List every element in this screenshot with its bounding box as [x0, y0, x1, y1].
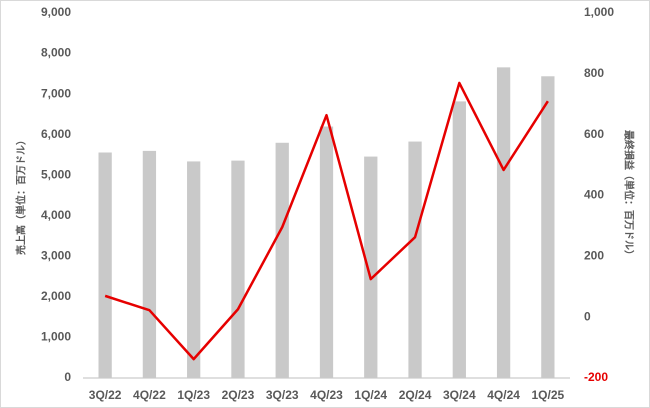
y2-tick-label: 800 — [584, 66, 604, 80]
y-tick-label: 5,000 — [41, 167, 71, 181]
x-tick-label: 1Q/23 — [177, 388, 210, 402]
y2-axis-title: 最終損益（単位：百万ドル） — [622, 130, 635, 260]
bar — [408, 141, 422, 378]
x-tick-label: 4Q/24 — [487, 388, 520, 402]
y-tick-label: 7,000 — [41, 86, 71, 100]
bar — [231, 160, 245, 378]
bar — [541, 76, 555, 379]
x-tick-label: 2Q/23 — [222, 388, 255, 402]
x-tick-label: 3Q/24 — [443, 388, 476, 402]
y-tick-label: 3,000 — [41, 249, 71, 263]
y-tick-label: 2,000 — [41, 289, 71, 303]
x-tick-label: 4Q/22 — [133, 388, 166, 402]
y2-tick-label: 600 — [584, 127, 604, 141]
y2-tick-label: 0 — [584, 309, 591, 323]
y2-tick-label: 400 — [584, 188, 604, 202]
bar — [142, 150, 157, 378]
y-tick-label: 0 — [64, 370, 71, 384]
y-tick-label: 8,000 — [41, 46, 71, 60]
y-axis-title: 売上高（単位：百万ドル） — [15, 135, 28, 255]
y2-tick-label: 200 — [584, 249, 604, 263]
bar — [496, 67, 511, 378]
bar — [452, 101, 466, 379]
y2-tick-label: 1,000 — [584, 5, 614, 19]
y-tick-label: 1,000 — [41, 330, 71, 344]
x-tick-label: 3Q/23 — [266, 388, 299, 402]
x-tick-label: 4Q/23 — [310, 388, 343, 402]
bar — [98, 152, 112, 378]
y-tick-label: 4,000 — [41, 208, 71, 222]
bar — [187, 161, 201, 378]
y2-tick-label: -200 — [584, 370, 608, 384]
bar — [319, 126, 334, 378]
x-tick-label: 3Q/22 — [89, 388, 122, 402]
bar — [275, 142, 289, 378]
x-tick-label: 2Q/24 — [399, 388, 432, 402]
x-tick-label: 1Q/25 — [532, 388, 565, 402]
bar — [364, 156, 378, 378]
y-tick-label: 9,000 — [41, 5, 71, 19]
x-tick-label: 1Q/24 — [354, 388, 387, 402]
line — [104, 81, 549, 361]
y-tick-label: 6,000 — [41, 127, 71, 141]
